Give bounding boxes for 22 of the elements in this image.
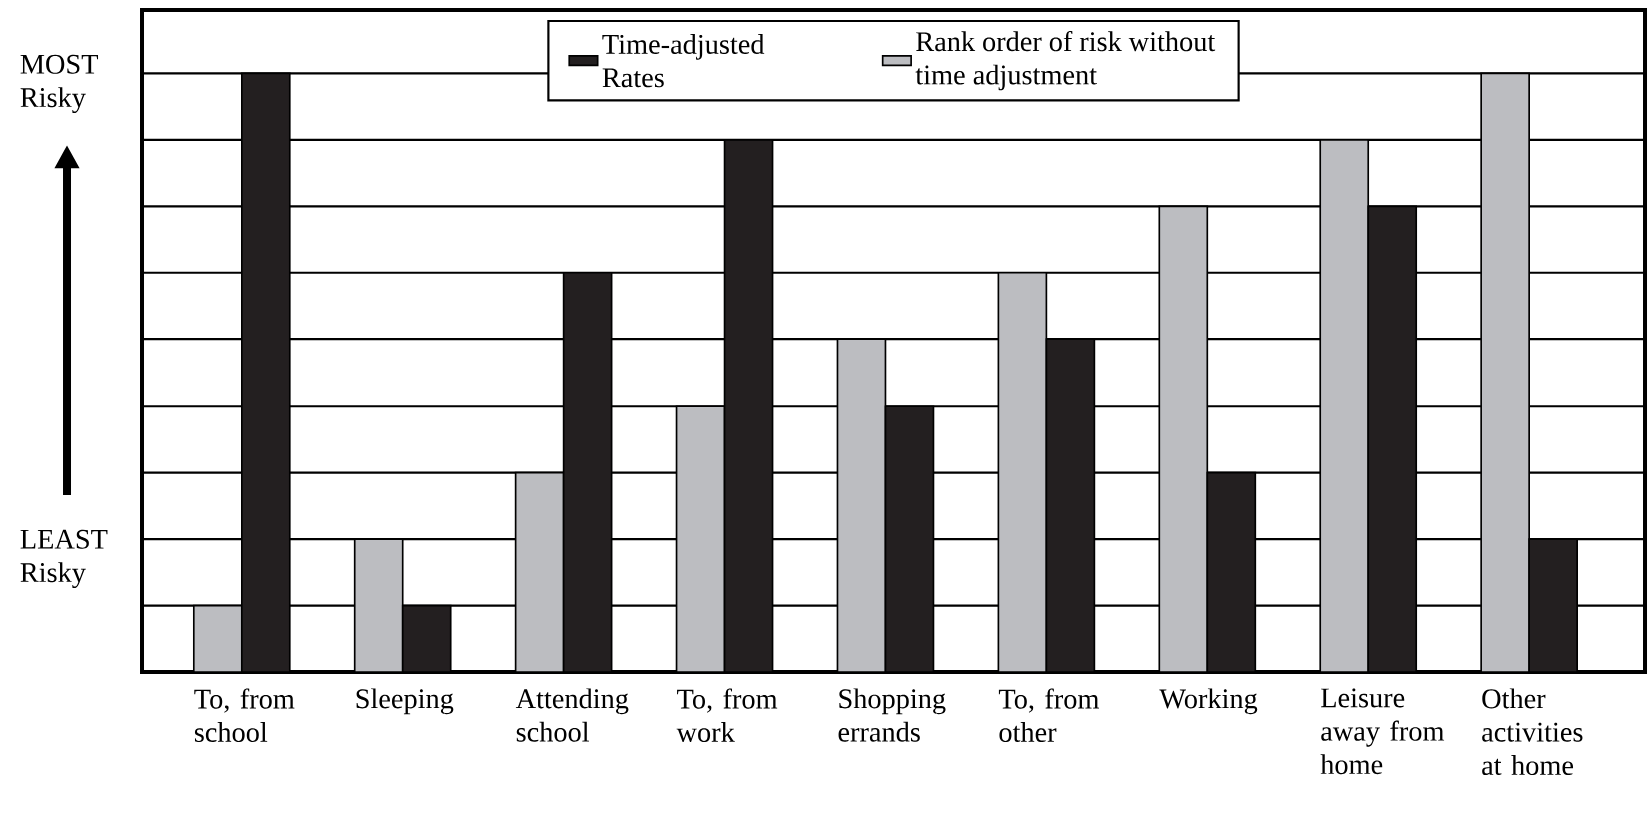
x-tick-label: To, from other xyxy=(998,688,1100,742)
legend-label: Rank order of risk without time adjustment xyxy=(915,31,1216,91)
bar xyxy=(401,604,452,672)
x-tick-label: Shopping errands xyxy=(838,688,946,742)
bar xyxy=(1367,205,1418,672)
bar xyxy=(562,271,613,672)
text: MOST Risky xyxy=(20,54,99,113)
x-tick-label: Working xyxy=(1159,688,1258,715)
x-tick-label: Other activities at home xyxy=(1482,688,1583,776)
x-tick-label: To, from school xyxy=(194,688,295,742)
text: LEAST Risky xyxy=(20,529,108,588)
x-tick-label: Attending school xyxy=(515,688,629,742)
bar xyxy=(723,139,774,672)
legend-label: Time-adjusted Rates xyxy=(602,34,765,88)
bar xyxy=(1045,338,1096,672)
bar xyxy=(1206,471,1257,672)
bar xyxy=(1528,538,1578,672)
x-tick-label: To, from work xyxy=(676,688,778,742)
bar xyxy=(240,72,291,672)
x-tick-label: Leisure away from home xyxy=(1320,688,1445,775)
x-tick-label: Sleeping xyxy=(356,688,454,715)
bar xyxy=(884,405,935,672)
